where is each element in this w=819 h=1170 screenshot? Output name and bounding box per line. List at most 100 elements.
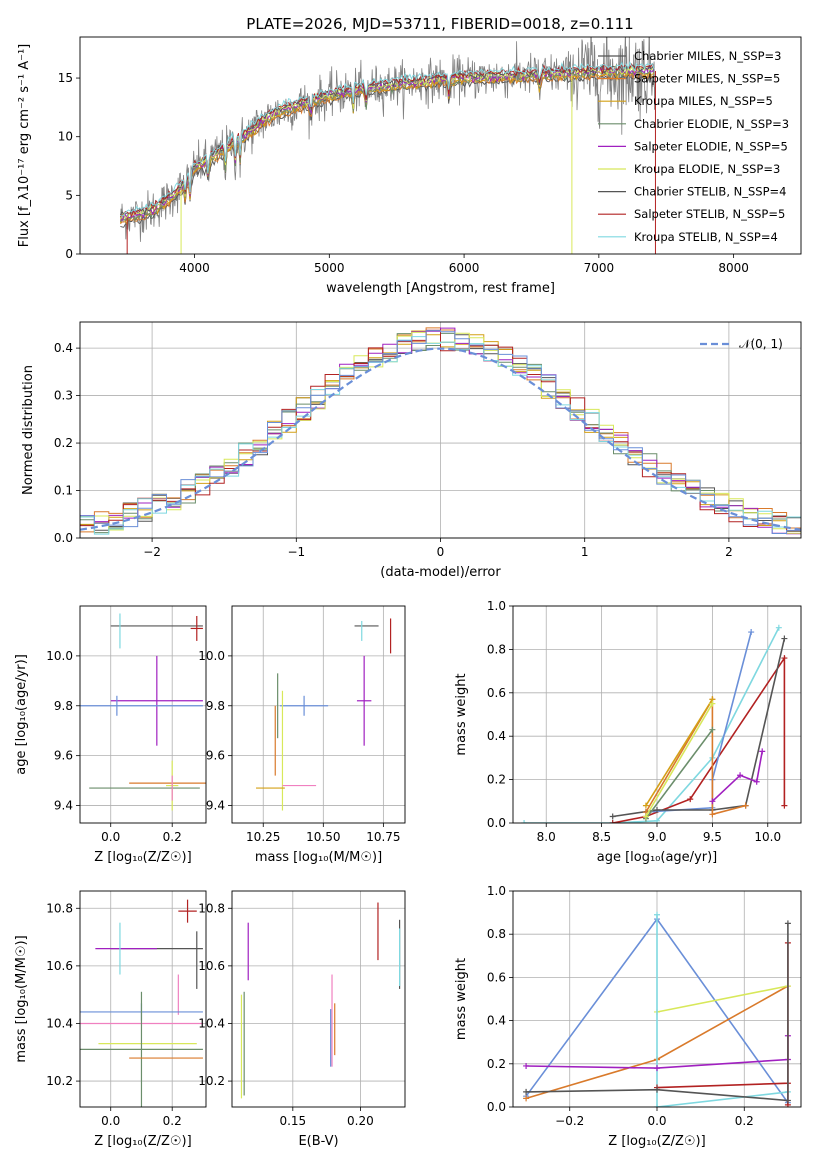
y-tick-label: 0.8 xyxy=(487,927,506,941)
grid xyxy=(232,891,405,1107)
errorbar-point xyxy=(280,695,329,716)
y-tick-label: 15 xyxy=(58,71,73,85)
weight-marker xyxy=(654,1065,660,1072)
x-tick-label: 0.2 xyxy=(735,1114,754,1128)
y-tick-label: 9.8 xyxy=(54,699,73,713)
plot-area xyxy=(523,911,791,1107)
weight-marker xyxy=(742,802,749,809)
plot-area xyxy=(119,37,656,254)
axes-frame xyxy=(79,36,802,255)
spectrum-panel: 4000 5000 6000 7000 8000 0 5 10 15 wavelength [An… xyxy=(17,36,802,296)
axes-frame xyxy=(231,605,406,824)
plot-area xyxy=(80,613,206,811)
weight-marker xyxy=(753,778,760,785)
y-axis-label: mass weight xyxy=(454,958,469,1040)
legend-entry: Chabrier STELIB, N_SSP=4 xyxy=(634,185,786,199)
x-tick-label: 0 xyxy=(437,545,445,559)
figure-title: PLATE=2026, MJD=53711, FIBERID=0018, z=0… xyxy=(246,15,633,33)
weight-marker xyxy=(748,629,755,636)
y-tick-label: 0.0 xyxy=(54,531,73,545)
y-tick-label: 0.4 xyxy=(487,1014,506,1028)
y-tick-label: 10.6 xyxy=(198,959,225,973)
legend-entry: Kroupa MILES, N_SSP=5 xyxy=(634,94,773,108)
y-tick-label: 10.2 xyxy=(46,1074,73,1088)
y-tick-label: 9.6 xyxy=(54,749,73,763)
axes-frame xyxy=(79,890,207,1108)
x-tick-label: 8000 xyxy=(718,261,749,275)
x-tick-label: 10.50 xyxy=(306,830,340,844)
plot-area xyxy=(240,902,401,1099)
errorbar-point xyxy=(80,991,203,1107)
weight-marker xyxy=(781,655,788,662)
legend-entry: Chabrier MILES, N_SSP=3 xyxy=(634,49,781,63)
weight-marker xyxy=(523,1095,530,1102)
x-tick-label: 0.0 xyxy=(647,1114,666,1128)
weight-series-0 xyxy=(524,627,780,823)
legend-entry: Kroupa ELODIE, N_SSP=3 xyxy=(634,162,780,176)
weight-series-5 xyxy=(656,942,789,1105)
x-tick-label: 0.0 xyxy=(101,830,120,844)
axes-frame xyxy=(512,890,802,1108)
observed-spectrum xyxy=(120,37,656,242)
y-tick-label: 0.4 xyxy=(487,729,506,743)
mass-weight-vs-metallicity-panel: −0.2 0.0 0.2 0.0 0.2 0.4 0.6 0.8 1.0 Z [log₁₀(Z/Z… xyxy=(454,884,802,1149)
x-axis-label: Z [log₁₀(Z/Z☉)] xyxy=(608,1134,705,1149)
weight-marker xyxy=(709,700,716,707)
y-tick-label: 1.0 xyxy=(487,599,506,613)
y-tick-label: 10.4 xyxy=(46,1016,73,1030)
x-tick-label: 0.2 xyxy=(163,830,182,844)
x-axis-label: E(B-V) xyxy=(298,1134,338,1149)
weight-marker xyxy=(784,1097,791,1104)
errorbar-point xyxy=(110,655,203,746)
plot-area xyxy=(80,327,801,538)
x-tick-label: 10.25 xyxy=(246,830,280,844)
axes-frame xyxy=(512,605,802,824)
y-tick-label: 0.2 xyxy=(487,773,506,787)
weight-series-8 xyxy=(711,751,763,802)
y-tick-label: 0.2 xyxy=(487,1057,506,1071)
weight-marker xyxy=(709,726,716,733)
model-spectrum-3 xyxy=(120,69,655,222)
grid xyxy=(513,605,801,824)
x-tick-label: 9.0 xyxy=(647,830,666,844)
weight-series-2 xyxy=(656,985,789,1013)
y-axis-label: Normed distribution xyxy=(21,365,36,495)
weight-marker xyxy=(709,811,716,818)
x-tick-label: 6000 xyxy=(449,261,480,275)
x-axis-label: mass [log₁₀(M/M☉)] xyxy=(255,850,382,865)
axes-frame xyxy=(79,321,802,539)
weight-marker xyxy=(654,911,660,918)
weight-series-7 xyxy=(645,703,714,817)
weight-marker xyxy=(654,1104,660,1107)
x-tick-label: 4000 xyxy=(179,261,210,275)
axes: 8.0 8.5 9.0 9.5 10.0 0.0 0.2 0.4 0.6 0.8 1.0 age [l… xyxy=(454,599,802,865)
x-tick-label: 2 xyxy=(725,545,733,559)
y-tick-label: 0.0 xyxy=(487,1100,506,1114)
y-axis-label: mass weight xyxy=(454,673,469,755)
axes-frame xyxy=(231,890,406,1108)
y-tick-label: 9.6 xyxy=(206,749,225,763)
legend: 𝒩(0, 1) xyxy=(700,337,783,351)
weight-marker xyxy=(609,813,616,820)
x-tick-label: −0.2 xyxy=(555,1114,584,1128)
x-axis-label: Z [log₁₀(Z/Z☉)] xyxy=(94,1134,191,1149)
axes: 0.0 0.2 10.2 10.4 10.6 10.8 Z [log₁₀(Z/Z☉)] mas… xyxy=(14,890,207,1149)
y-tick-label: 9.4 xyxy=(206,799,225,813)
grid xyxy=(80,891,206,1107)
y-tick-label: 0.6 xyxy=(487,686,506,700)
weight-marker xyxy=(642,813,649,820)
x-tick-label: 10.0 xyxy=(754,830,781,844)
errorbar-point xyxy=(178,899,197,923)
y-tick-label: 0.0 xyxy=(487,816,506,830)
axes: −2 −1 0 1 2 0.0 0.1 0.2 0.3 0.4 (data-model)/error… xyxy=(21,321,802,580)
weight-marker xyxy=(642,802,649,809)
weight-series-1 xyxy=(612,655,786,823)
weight-marker xyxy=(784,920,791,927)
y-tick-label: 10 xyxy=(58,130,73,144)
errorbar-point xyxy=(356,655,372,746)
weight-marker xyxy=(781,635,788,642)
grid xyxy=(80,606,206,823)
normal-curve xyxy=(80,347,801,531)
weight-marker xyxy=(521,820,528,823)
